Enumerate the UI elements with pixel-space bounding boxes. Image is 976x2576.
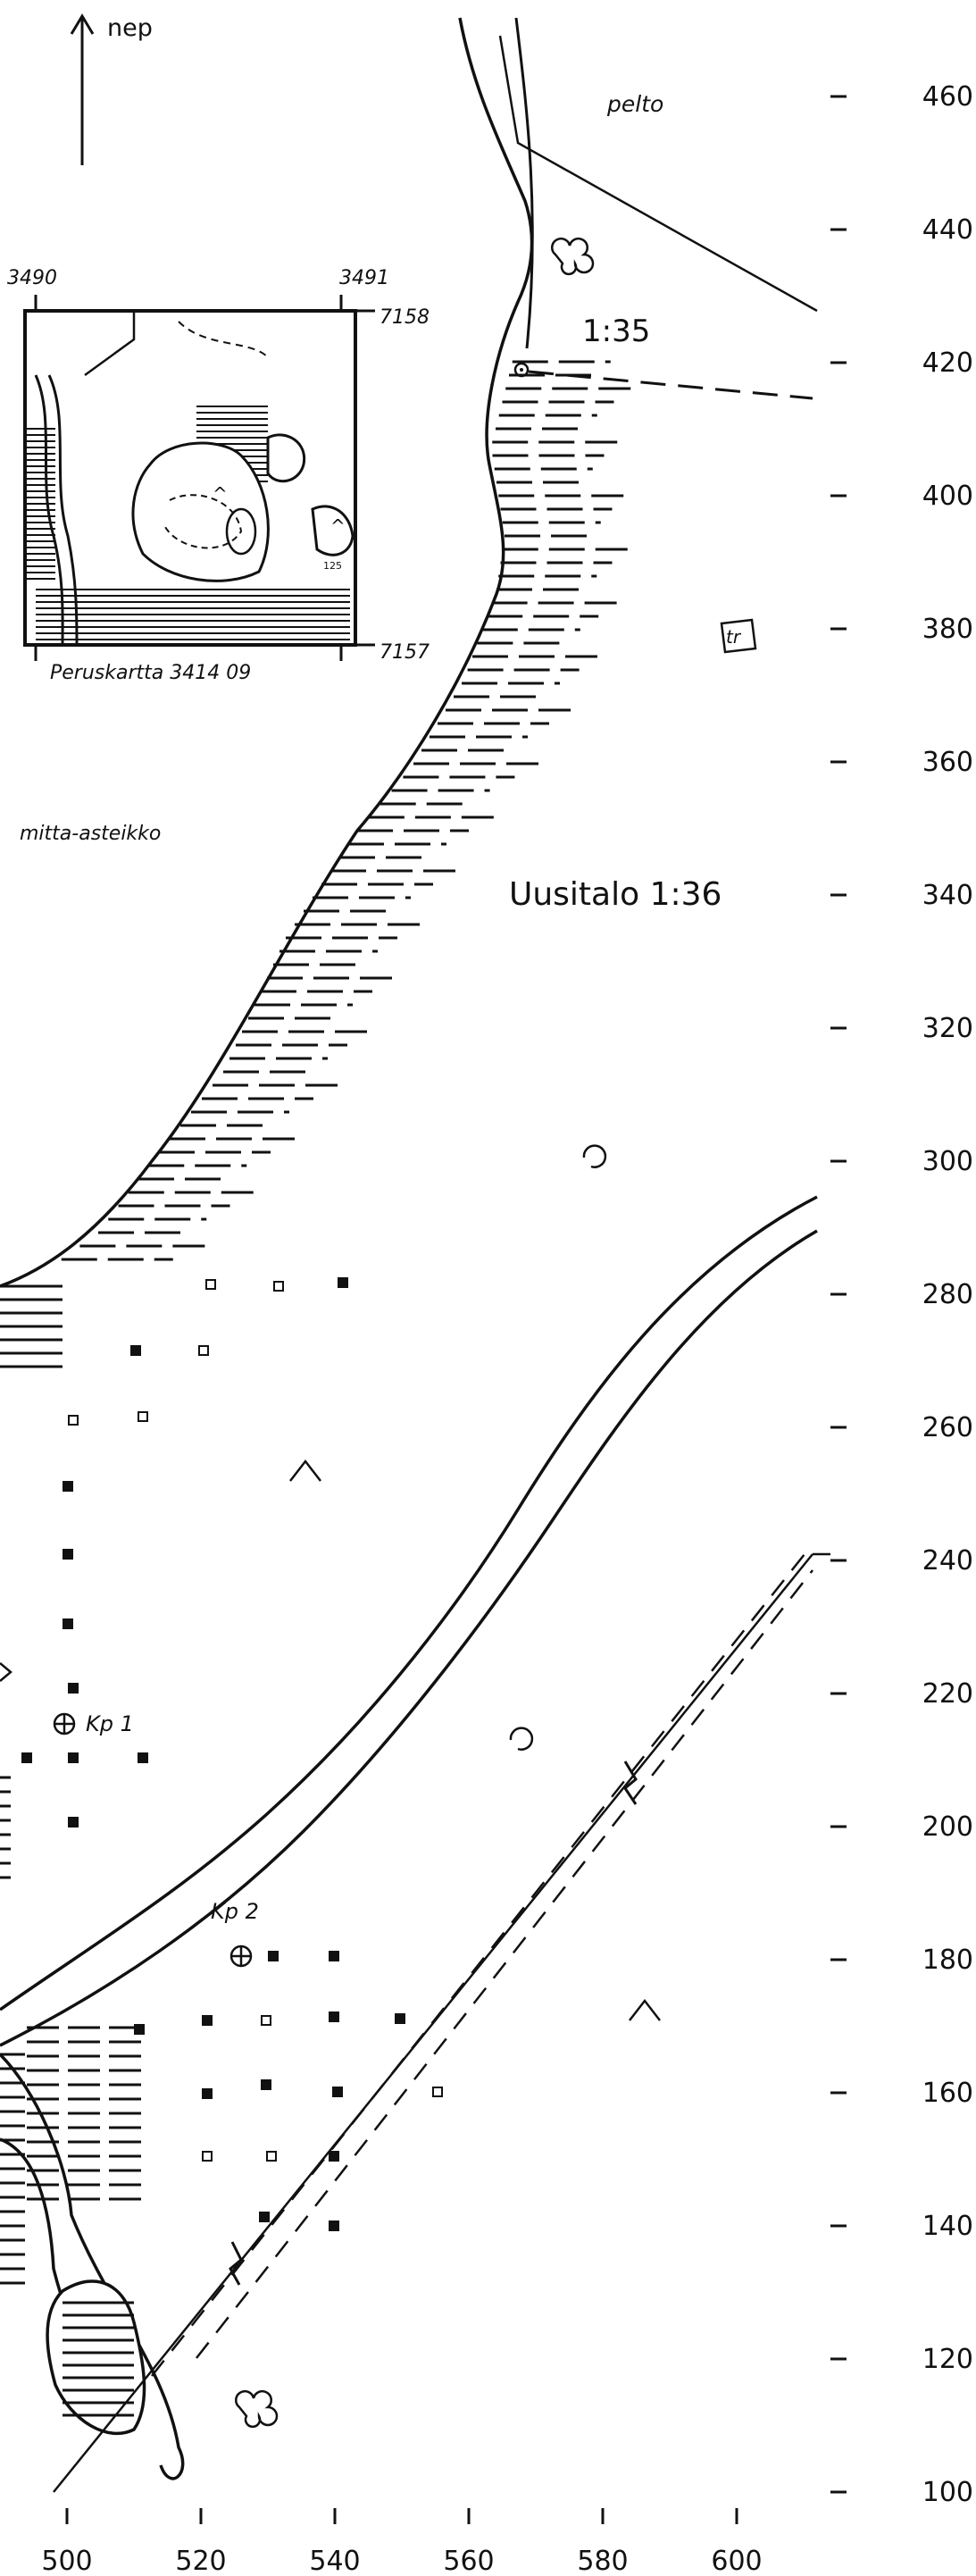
sample-point-filled — [332, 2087, 343, 2097]
inset-spot-height: 125 — [323, 560, 342, 572]
y-tick-label: 280 — [922, 1279, 973, 1310]
svg-text:^: ^ — [330, 515, 346, 537]
y-tick-label: 240 — [922, 1545, 973, 1577]
inset-map: ^ ^ 125 3490 3491 7158 7157 Peruskartta … — [7, 267, 430, 684]
sample-point-open — [68, 1415, 79, 1426]
sample-point-open — [273, 1281, 284, 1292]
sample-point-filled — [68, 1752, 79, 1763]
sample-point-filled — [329, 2151, 339, 2162]
sample-point-open — [198, 1345, 209, 1356]
sample-point-open — [202, 2151, 213, 2162]
lower-stream — [0, 2053, 185, 2480]
tree-marker-label: tr — [726, 626, 742, 648]
y-tick-label: 160 — [922, 2078, 973, 2109]
y-tick-label: 120 — [922, 2344, 973, 2375]
y-tick-label: 260 — [922, 1412, 973, 1443]
north-label: nep — [107, 14, 153, 42]
y-tick-label: 220 — [922, 1678, 973, 1710]
control-point-1: Kp 1 — [53, 1711, 134, 1736]
field-boundary: pelto — [498, 35, 818, 313]
y-tick-label: 200 — [922, 1811, 973, 1843]
control-point-2-label: Kp 2 — [211, 1899, 259, 1924]
sample-point-filled — [68, 1817, 79, 1827]
sample-point-filled — [130, 1345, 141, 1356]
sample-point-filled — [202, 2015, 213, 2026]
sample-point-filled — [261, 2079, 271, 2090]
inset-corner-w: 3490 — [7, 267, 57, 289]
inset-corner-e: 3491 — [339, 267, 389, 289]
site-1-35: 1:35 — [513, 314, 813, 400]
sample-point-filled — [134, 2024, 145, 2035]
inset-corner-n: 7158 — [380, 306, 430, 329]
stream-edge — [0, 17, 631, 2285]
sample-point-filled — [68, 1683, 79, 1694]
power-line — [53, 1549, 830, 2493]
sample-point-filled — [329, 1951, 339, 1961]
y-tick-label: 340 — [922, 880, 973, 911]
y-tick-label: 380 — [922, 614, 973, 645]
y-tick-label: 360 — [922, 747, 973, 778]
x-tick-label: 540 — [309, 2546, 360, 2576]
sample-points — [21, 1277, 443, 2231]
road — [0, 1195, 818, 2047]
terrain-symbols — [0, 1144, 661, 2021]
y-tick-label: 100 — [922, 2477, 973, 2508]
sample-point-filled — [268, 1951, 279, 1961]
x-tick-label: 560 — [443, 2546, 494, 2576]
sample-point-filled — [329, 2221, 339, 2231]
sample-point-filled — [138, 1752, 148, 1763]
inset-corner-s: 7157 — [380, 641, 430, 664]
sample-point-open — [432, 2087, 443, 2097]
sample-point-filled — [395, 2013, 405, 2024]
sample-point-open — [205, 1279, 216, 1290]
site-2-label: Uusitalo 1:36 — [509, 876, 722, 913]
sample-point-filled — [63, 1618, 73, 1629]
field-label: pelto — [606, 91, 663, 117]
y-scale: 460 440 420 400 380 360 340 320 300 280 … — [830, 81, 973, 2508]
y-tick-label: 300 — [922, 1146, 973, 1177]
sample-point-open — [261, 2015, 271, 2026]
tree-icon — [551, 237, 595, 276]
control-point-1-label: Kp 1 — [86, 1711, 134, 1736]
y-tick-label: 140 — [922, 2211, 973, 2242]
scale-note: mitta-asteikko — [20, 823, 161, 845]
sample-point-filled — [259, 2212, 270, 2222]
x-tick-label: 500 — [41, 2546, 92, 2576]
inset-caption: Peruskartta 3414 09 — [50, 662, 251, 684]
y-tick-label: 180 — [922, 1945, 973, 1976]
control-point-2: Kp 2 — [211, 1899, 259, 1968]
y-tick-label: 440 — [922, 214, 973, 246]
sample-point-filled — [329, 2011, 339, 2022]
sample-point-filled — [202, 2088, 213, 2099]
x-scale: 500 520 540 560 580 600 — [41, 2508, 763, 2576]
y-tick-label: 460 — [922, 81, 973, 113]
sample-point-open — [138, 1411, 148, 1422]
svg-text:^: ^ — [213, 483, 228, 505]
x-tick-label: 580 — [577, 2546, 628, 2576]
sample-point-open — [266, 2151, 277, 2162]
y-tick-label: 420 — [922, 347, 973, 379]
sample-point-filled — [338, 1277, 348, 1288]
sample-point-filled — [21, 1752, 32, 1763]
north-arrow: nep — [70, 13, 153, 165]
tree-marker-box: tr — [720, 618, 757, 654]
sample-point-filled — [63, 1549, 73, 1560]
site-1-label: 1:35 — [582, 314, 650, 349]
x-tick-label: 520 — [175, 2546, 226, 2576]
x-tick-label: 600 — [711, 2546, 762, 2576]
tree-icon — [235, 2389, 279, 2429]
y-tick-label: 320 — [922, 1013, 973, 1044]
y-tick-label: 400 — [922, 481, 973, 512]
sample-point-filled — [63, 1481, 73, 1492]
